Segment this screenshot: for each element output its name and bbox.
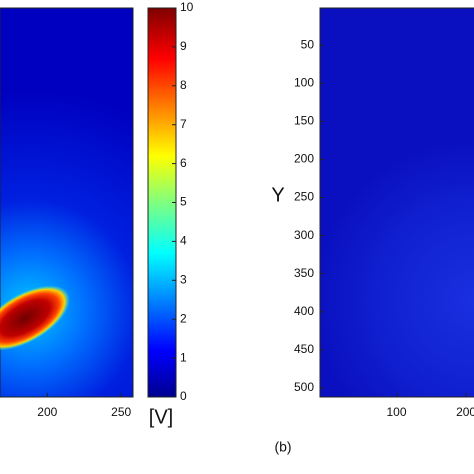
y-tick-label: 200 — [294, 152, 314, 166]
colorbar-label: [V] — [149, 406, 173, 428]
colorbar-tick-label: 5 — [180, 195, 187, 209]
colorbar-tick-label: 8 — [180, 78, 187, 92]
colorbar-tick-label: 9 — [180, 39, 187, 53]
colorbar-tick-label: 10 — [180, 0, 194, 14]
y-tick-label: 150 — [294, 114, 314, 128]
colorbar-tick-label: 7 — [180, 117, 187, 131]
y-tick-label: 100 — [294, 76, 314, 90]
y-tick-label: 50 — [301, 37, 315, 51]
colorbar — [147, 7, 177, 398]
colorbar-tick-label: 4 — [180, 234, 187, 248]
colorbar-tick-label: 6 — [180, 156, 187, 170]
x-tick-label: 200 — [456, 405, 474, 419]
y-axis-label: Y — [271, 184, 284, 206]
y-tick-label: 250 — [294, 190, 314, 204]
right-heatmap — [319, 7, 474, 398]
colorbar-tick-label: 3 — [180, 272, 187, 286]
x-tick-label: 200 — [37, 405, 57, 419]
colorbar-tick-label: 2 — [180, 311, 187, 325]
y-tick-label: 400 — [294, 304, 314, 318]
x-tick-label: 100 — [387, 405, 407, 419]
caption: (b) — [274, 439, 291, 455]
y-tick-label: 350 — [294, 266, 314, 280]
left-heatmap — [0, 7, 134, 398]
y-tick-label: 450 — [294, 342, 314, 356]
x-tick-label: 250 — [111, 405, 131, 419]
hot-spot — [0, 285, 70, 351]
y-tick-label: 500 — [294, 380, 314, 394]
colorbar-tick-label: 1 — [180, 350, 187, 364]
y-tick-label: 300 — [294, 228, 314, 242]
colorbar-tick-label: 0 — [180, 389, 187, 403]
